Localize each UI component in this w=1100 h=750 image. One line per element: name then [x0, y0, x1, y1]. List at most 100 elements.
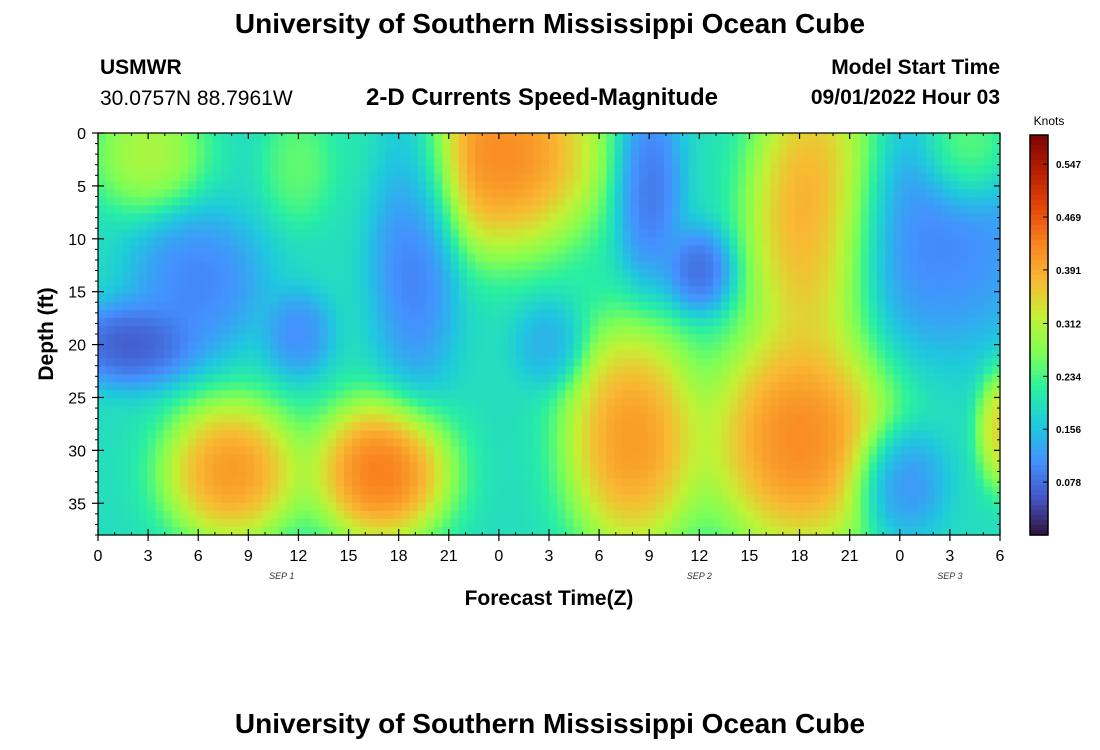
heatmap-cell	[622, 486, 632, 496]
heatmap-cell	[745, 470, 755, 480]
heatmap-cell	[368, 181, 378, 190]
heatmap-cell	[237, 510, 247, 520]
heatmap-cell	[434, 165, 443, 174]
heatmap-cell	[770, 414, 780, 424]
heatmap-cell	[188, 301, 197, 311]
heatmap-cell	[844, 454, 853, 464]
heatmap-cell	[491, 269, 501, 279]
heatmap-cell	[98, 269, 107, 279]
heatmap-cell	[516, 502, 525, 512]
heatmap-cell	[893, 454, 903, 464]
heatmap-cell	[114, 462, 124, 472]
heatmap-cell	[442, 358, 452, 367]
heatmap-cell	[245, 430, 255, 440]
heatmap-cell	[590, 309, 599, 319]
heatmap-cell	[335, 317, 345, 327]
heatmap-cell	[893, 422, 903, 432]
heatmap-cell	[565, 358, 575, 367]
heatmap-cell	[524, 422, 534, 432]
heatmap-cell	[229, 229, 238, 239]
heatmap-cell	[270, 157, 279, 166]
heatmap-cell	[606, 414, 616, 424]
heatmap-cell	[106, 518, 115, 528]
heatmap-cell	[303, 141, 312, 150]
heatmap-cell	[524, 285, 534, 295]
heatmap-cell	[581, 334, 591, 343]
heatmap-cell	[212, 285, 222, 295]
heatmap-cell	[499, 213, 509, 223]
heatmap-cell	[458, 438, 468, 448]
heatmap-cell	[598, 398, 607, 407]
heatmap-cell	[253, 253, 263, 263]
heatmap-cell	[286, 181, 296, 190]
heatmap-cell	[532, 293, 542, 303]
heatmap-cell	[885, 301, 894, 311]
heatmap-cell	[663, 454, 673, 464]
heatmap-cell	[98, 334, 107, 343]
heatmap-cell	[672, 510, 681, 520]
heatmap-cell	[688, 133, 698, 142]
heatmap-cell	[376, 406, 386, 415]
heatmap-cell	[877, 374, 886, 383]
heatmap-cell	[237, 317, 247, 327]
heatmap-cell	[540, 366, 550, 375]
heatmap-cell	[581, 518, 591, 528]
heatmap-cell	[409, 197, 419, 206]
heatmap-cell	[409, 253, 419, 263]
heatmap-cell	[877, 133, 886, 142]
heatmap-cell	[770, 366, 780, 375]
heatmap-cell	[368, 165, 378, 174]
heatmap-cell	[270, 486, 279, 496]
heatmap-cell	[877, 301, 886, 311]
heatmap-cell	[475, 205, 484, 214]
heatmap-cell	[163, 317, 173, 327]
heatmap-cell	[622, 189, 632, 198]
heatmap-cell	[409, 213, 419, 223]
heatmap-cell	[467, 245, 476, 255]
heatmap-cell	[385, 422, 394, 432]
heatmap-cell	[713, 446, 722, 456]
heatmap-cell	[836, 366, 845, 375]
heatmap-cell	[327, 470, 337, 480]
heatmap-cell	[212, 486, 222, 496]
heatmap-cell	[516, 470, 525, 480]
heatmap-cell	[450, 133, 460, 142]
heatmap-cell	[229, 502, 238, 512]
heatmap-cell	[557, 406, 566, 415]
heatmap-cell	[212, 269, 222, 279]
heatmap-cell	[196, 141, 206, 150]
heatmap-cell	[450, 317, 460, 327]
heatmap-cell	[868, 181, 878, 190]
heatmap-cell	[598, 334, 607, 343]
heatmap-cell	[844, 325, 853, 335]
heatmap-cell	[622, 149, 632, 158]
heatmap-cell	[770, 374, 780, 383]
heatmap-cell	[376, 454, 386, 464]
heatmap-cell	[130, 253, 140, 263]
heatmap-cell	[524, 229, 534, 239]
heatmap-cell	[893, 342, 903, 351]
heatmap-cell	[868, 462, 878, 472]
heatmap-cell	[393, 253, 402, 263]
heatmap-cell	[376, 478, 386, 488]
heatmap-cell	[475, 237, 484, 247]
heatmap-cell	[450, 334, 460, 343]
heatmap-cell	[188, 374, 197, 383]
heatmap-cell	[294, 173, 304, 182]
heatmap-cell	[688, 454, 698, 464]
heatmap-cell	[196, 237, 206, 247]
heatmap-cell	[163, 422, 173, 432]
heatmap-cell	[130, 269, 140, 279]
heatmap-cell	[229, 213, 238, 223]
heatmap-cell	[319, 470, 329, 480]
heatmap-cell	[163, 157, 173, 166]
heatmap-cell	[590, 430, 599, 440]
heatmap-cell	[98, 526, 107, 536]
heatmap-cell	[327, 189, 337, 198]
heatmap-cell	[647, 277, 657, 287]
heatmap-cell	[180, 141, 189, 150]
heatmap-cell	[745, 406, 755, 415]
heatmap-cell	[672, 245, 681, 255]
heatmap-cell	[98, 301, 107, 311]
heatmap-cell	[754, 454, 763, 464]
